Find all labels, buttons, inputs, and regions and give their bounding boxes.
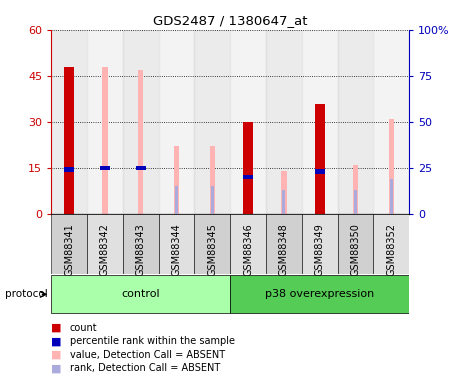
Text: GSM88352: GSM88352: [386, 223, 396, 276]
Text: ■: ■: [51, 323, 62, 333]
Text: GSM88348: GSM88348: [279, 223, 289, 276]
Bar: [87, 214, 123, 274]
Bar: [136, 165, 146, 170]
Bar: [64, 67, 74, 214]
Text: GSM88345: GSM88345: [207, 223, 217, 276]
Text: protocol: protocol: [5, 290, 47, 299]
Bar: [174, 146, 179, 214]
Bar: [354, 190, 357, 214]
Text: percentile rank within the sample: percentile rank within the sample: [70, 336, 235, 346]
Bar: [373, 214, 409, 274]
Bar: [100, 165, 110, 170]
Bar: [389, 119, 394, 214]
Bar: [123, 214, 159, 274]
Text: GSM88350: GSM88350: [351, 223, 360, 276]
Bar: [266, 30, 302, 214]
Bar: [64, 167, 74, 172]
Text: count: count: [70, 323, 97, 333]
Bar: [123, 30, 159, 214]
Text: ■: ■: [51, 336, 62, 346]
Bar: [210, 146, 215, 214]
Text: GSM88346: GSM88346: [243, 223, 253, 276]
Bar: [230, 275, 409, 313]
Bar: [51, 30, 87, 214]
Text: GSM88343: GSM88343: [136, 223, 146, 276]
Text: value, Detection Call = ABSENT: value, Detection Call = ABSENT: [70, 350, 225, 360]
Bar: [266, 214, 302, 274]
Bar: [373, 30, 409, 214]
Bar: [159, 30, 194, 214]
Bar: [282, 190, 286, 214]
Title: GDS2487 / 1380647_at: GDS2487 / 1380647_at: [153, 15, 307, 27]
Bar: [302, 30, 338, 214]
Bar: [315, 169, 325, 174]
Text: rank, Detection Call = ABSENT: rank, Detection Call = ABSENT: [70, 363, 220, 373]
Bar: [338, 30, 373, 214]
Text: GSM88341: GSM88341: [64, 223, 74, 276]
Bar: [51, 275, 230, 313]
Bar: [138, 70, 143, 214]
Bar: [243, 122, 253, 214]
Bar: [230, 214, 266, 274]
Bar: [51, 214, 87, 274]
Bar: [281, 171, 286, 214]
Bar: [194, 214, 230, 274]
Bar: [230, 30, 266, 214]
Text: GSM88342: GSM88342: [100, 223, 110, 276]
Bar: [315, 104, 325, 214]
Bar: [390, 179, 393, 214]
Bar: [102, 67, 107, 214]
Text: control: control: [121, 288, 160, 298]
Text: GSM88344: GSM88344: [172, 223, 181, 276]
Bar: [353, 165, 358, 214]
Bar: [194, 30, 230, 214]
Bar: [175, 186, 178, 214]
Bar: [302, 214, 338, 274]
Bar: [243, 175, 253, 179]
Text: p38 overexpression: p38 overexpression: [265, 288, 374, 298]
Bar: [159, 214, 194, 274]
Bar: [338, 214, 373, 274]
Text: ■: ■: [51, 363, 62, 373]
Bar: [211, 186, 214, 214]
Bar: [87, 30, 123, 214]
Text: GSM88349: GSM88349: [315, 223, 325, 276]
Text: ■: ■: [51, 350, 62, 360]
